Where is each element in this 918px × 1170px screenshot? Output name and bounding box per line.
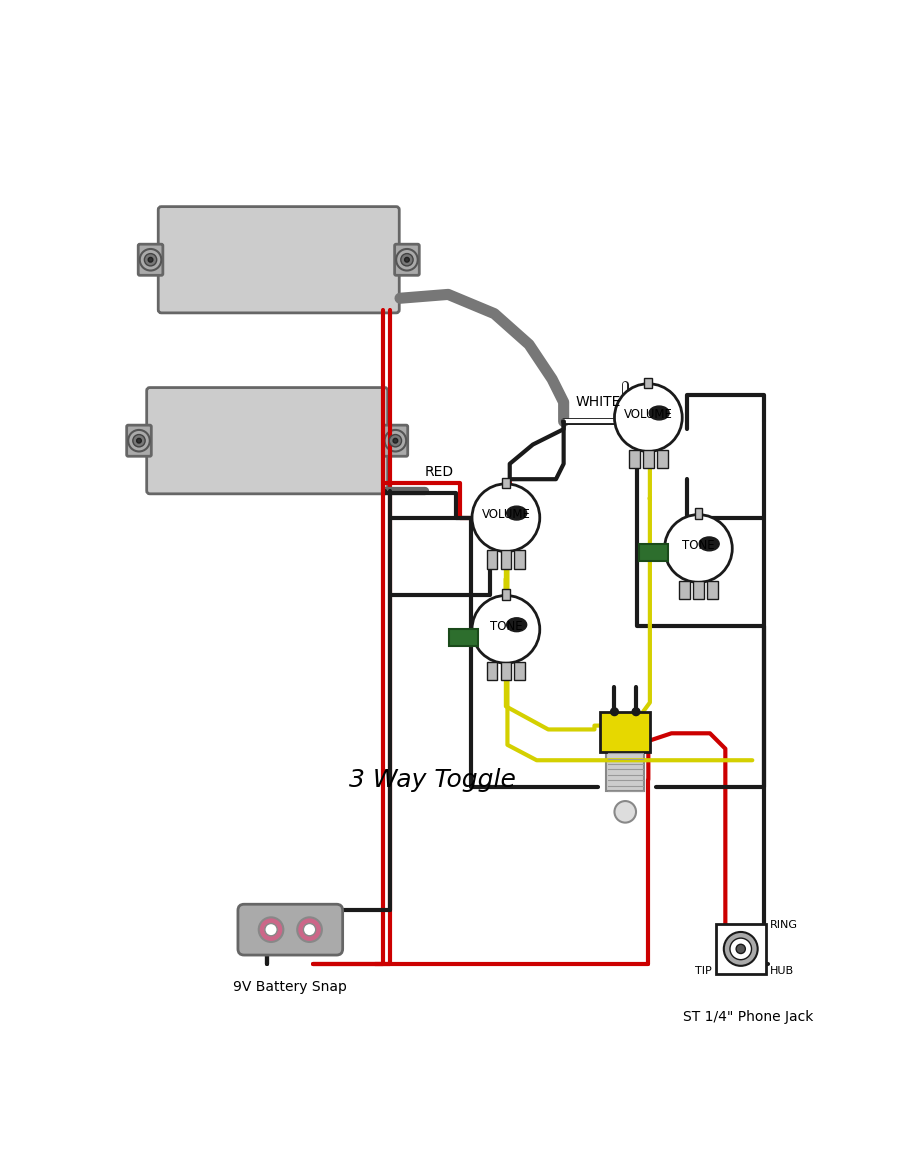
- Circle shape: [297, 917, 322, 942]
- FancyBboxPatch shape: [238, 904, 342, 955]
- Ellipse shape: [507, 507, 527, 519]
- FancyBboxPatch shape: [127, 425, 151, 456]
- Bar: [600, 711, 650, 752]
- Circle shape: [472, 484, 540, 551]
- Circle shape: [259, 917, 284, 942]
- FancyBboxPatch shape: [139, 245, 162, 275]
- Circle shape: [401, 254, 413, 266]
- Text: TIP: TIP: [695, 966, 711, 976]
- Bar: [679, 580, 690, 599]
- Circle shape: [129, 429, 150, 452]
- Bar: [502, 477, 509, 488]
- Text: TONE: TONE: [489, 620, 522, 633]
- Text: WHITE: WHITE: [576, 395, 621, 410]
- Text: HUB: HUB: [769, 966, 794, 976]
- Bar: [643, 450, 654, 468]
- Text: VOLUME: VOLUME: [481, 508, 531, 521]
- Bar: [500, 662, 511, 680]
- Circle shape: [393, 439, 397, 443]
- Bar: [514, 550, 525, 569]
- Circle shape: [137, 439, 141, 443]
- Circle shape: [148, 257, 153, 262]
- Circle shape: [303, 923, 316, 936]
- Text: RING: RING: [769, 921, 798, 930]
- Ellipse shape: [700, 537, 719, 551]
- Bar: [449, 628, 478, 646]
- Bar: [656, 450, 667, 468]
- Bar: [500, 550, 511, 569]
- Circle shape: [736, 944, 745, 954]
- Circle shape: [265, 923, 277, 936]
- Ellipse shape: [507, 618, 527, 632]
- Bar: [502, 590, 509, 600]
- Bar: [607, 749, 644, 791]
- FancyBboxPatch shape: [158, 207, 399, 312]
- Text: TONE: TONE: [682, 539, 715, 552]
- Text: RED: RED: [425, 464, 454, 479]
- Circle shape: [472, 596, 540, 663]
- Circle shape: [614, 801, 636, 823]
- FancyBboxPatch shape: [383, 425, 408, 456]
- Bar: [644, 378, 652, 388]
- Circle shape: [397, 249, 418, 270]
- Circle shape: [665, 515, 733, 583]
- Circle shape: [140, 249, 162, 270]
- Circle shape: [405, 257, 409, 262]
- Text: ST 1/4" Phone Jack: ST 1/4" Phone Jack: [683, 1011, 813, 1025]
- Circle shape: [614, 384, 682, 452]
- Bar: [514, 662, 525, 680]
- Circle shape: [385, 429, 406, 452]
- Bar: [639, 544, 668, 560]
- Bar: [487, 662, 498, 680]
- Circle shape: [610, 708, 619, 716]
- Circle shape: [133, 434, 145, 447]
- FancyBboxPatch shape: [147, 387, 387, 494]
- FancyBboxPatch shape: [395, 245, 420, 275]
- Bar: [693, 580, 704, 599]
- Text: VOLUME: VOLUME: [624, 408, 673, 421]
- Text: 3 Way Toggle: 3 Way Toggle: [350, 768, 516, 791]
- Bar: [487, 550, 498, 569]
- Circle shape: [633, 708, 640, 716]
- Circle shape: [730, 938, 752, 959]
- Ellipse shape: [649, 406, 669, 420]
- Circle shape: [389, 434, 401, 447]
- Circle shape: [144, 254, 157, 266]
- Bar: [716, 924, 766, 973]
- Text: 9V Battery Snap: 9V Battery Snap: [233, 979, 347, 993]
- Bar: [707, 580, 718, 599]
- Bar: [695, 509, 702, 519]
- Circle shape: [723, 932, 757, 966]
- Bar: [629, 450, 640, 468]
